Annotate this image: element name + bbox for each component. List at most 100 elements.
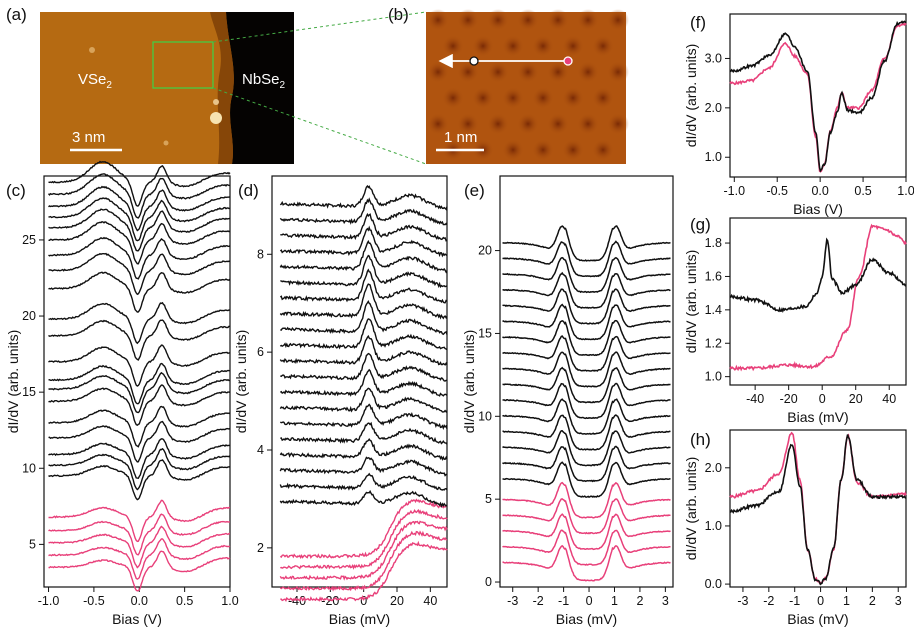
lattice-hole — [532, 138, 554, 161]
black-spectrum — [502, 240, 671, 278]
x-axis-label: Bias (V) — [793, 201, 843, 217]
y-tick-label: 4 — [257, 443, 264, 457]
pink-spectrum — [502, 544, 671, 582]
panel-label-d: (d) — [238, 181, 259, 200]
pink-curve — [729, 431, 907, 585]
chart-d: -40 -20 0 20 40 2 4 6 8 Bias (mV) dI/dV (arb. unit… — [233, 175, 448, 627]
black-spectrum — [279, 387, 448, 413]
black-spectrum — [48, 362, 231, 405]
y-tick-label: 1.0 — [705, 370, 722, 384]
black-spectrum — [48, 438, 231, 479]
black-spectrum — [48, 319, 231, 361]
x-tick-label: 20 — [849, 392, 863, 406]
x-tick-label: 0.0 — [131, 594, 148, 608]
y-tick-label: 2.0 — [705, 461, 722, 475]
black-spectrum — [48, 459, 231, 501]
black-spectrum — [48, 301, 231, 345]
pink-spectrum — [502, 481, 671, 519]
black-curve — [729, 434, 907, 586]
black-spectrum — [47, 173, 230, 219]
y-tick-label: 6 — [257, 345, 264, 359]
lattice-hole — [502, 138, 524, 161]
lattice-hole — [592, 35, 614, 57]
black-spectrum — [280, 352, 448, 382]
pink-spectrum — [279, 498, 448, 560]
x-axis-label: Bias (mV) — [787, 409, 848, 425]
chart-g: -40 -20 0 20 40 1.0 1.2 1.4 1.6 1.8 Bias (mV) dI/dV… — [683, 217, 907, 425]
x-axis-label: Bias (V) — [112, 611, 162, 627]
black-curve — [729, 20, 907, 173]
y-tick-label: 3.0 — [705, 51, 722, 65]
y-axis-label: dI/dV (arb. units) — [5, 330, 21, 434]
panel-label-e: (e) — [464, 181, 485, 200]
panel-label-b: (b) — [388, 5, 409, 24]
black-spectrum — [48, 236, 231, 280]
lattice-hole — [457, 9, 479, 31]
y-tick-label: 2 — [257, 541, 264, 555]
panel-label-g: (g) — [690, 215, 711, 234]
black-spectrum — [502, 461, 671, 498]
black-spectrum — [502, 271, 671, 309]
pink-spectrum — [48, 550, 231, 592]
black-spectrum — [279, 268, 448, 304]
black-spectrum — [279, 283, 448, 320]
black-spectrum — [502, 414, 671, 451]
plot-frame — [729, 13, 907, 178]
x-tick-label: 3 — [662, 594, 669, 608]
lattice-hole — [457, 61, 479, 83]
black-spectrum — [48, 384, 231, 427]
x-tick-label: 1 — [843, 594, 850, 608]
lattice-hole — [502, 86, 524, 109]
black-spectrum — [502, 319, 671, 357]
lattice-hole — [487, 61, 509, 83]
lattice-hole — [532, 35, 554, 57]
y-tick-label: 1.8 — [705, 236, 722, 250]
y-tick-label: 10 — [478, 409, 492, 423]
black-spectrum — [48, 160, 231, 207]
stm-image-b: 1 nm — [426, 9, 629, 164]
lattice-hole — [562, 86, 584, 109]
pink-spectrum — [279, 530, 448, 592]
lattice-hole — [502, 35, 524, 57]
x-tick-label: -0.5 — [83, 594, 105, 608]
black-spectrum — [502, 256, 671, 294]
y-axis-label: dI/dV (arb. units) — [683, 250, 699, 354]
y-tick-label: 1.2 — [705, 336, 722, 350]
black-spectrum — [502, 351, 671, 388]
pink-spectrum — [279, 520, 448, 581]
pink-spectrum — [502, 513, 671, 551]
y-tick-label: 5 — [29, 537, 36, 551]
y-tick-label: 8 — [257, 247, 264, 261]
chart-h: -3 -2 -1 0 1 2 3 0.0 1.0 2.0 Bias (mV) dI/dV (arb. … — [683, 429, 907, 627]
x-axis-label: Bias (mV) — [787, 611, 848, 627]
x-tick-label: -0.5 — [766, 184, 788, 198]
plot-frame — [271, 175, 448, 588]
y-tick-label: 5 — [485, 492, 492, 506]
y-tick-label: 25 — [22, 233, 36, 247]
black-spectrum — [48, 271, 231, 313]
black-spectrum — [279, 225, 448, 258]
x-tick-label: -20 — [780, 392, 798, 406]
lattice-hole — [607, 61, 629, 83]
pink-spectrum — [48, 513, 230, 556]
lattice-hole — [472, 35, 494, 57]
pink-spectrum — [280, 508, 448, 570]
x-tick-label: -1 — [558, 594, 569, 608]
lattice-hole — [517, 112, 539, 135]
vse2-label: VSe2 — [78, 71, 112, 91]
black-spectrum — [48, 185, 231, 232]
y-tick-label: 1.0 — [705, 519, 722, 533]
x-tick-label: 1 — [611, 594, 618, 608]
black-spectrum — [279, 403, 448, 430]
y-axis-label: dI/dV (arb. units) — [461, 330, 477, 434]
black-spectrum — [279, 472, 448, 491]
black-spectrum — [279, 456, 447, 477]
x-tick-label: 0 — [819, 392, 826, 406]
black-spectrum — [280, 300, 448, 336]
lattice-hole — [517, 9, 539, 31]
lattice-hole — [427, 61, 449, 83]
panel-label-c: (c) — [6, 181, 26, 200]
x-tick-label: 1.0 — [221, 594, 238, 608]
black-spectrum — [48, 197, 231, 242]
